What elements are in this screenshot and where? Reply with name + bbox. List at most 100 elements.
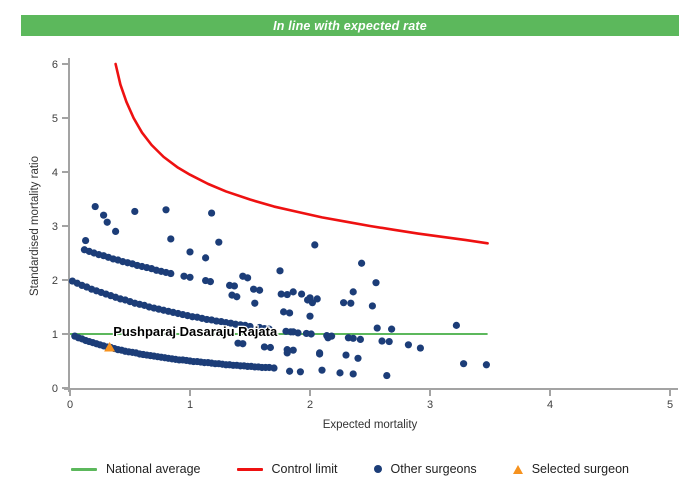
surgeon-point	[354, 354, 362, 362]
surgeon-point	[286, 309, 294, 317]
surgeon-point	[289, 288, 297, 296]
surgeon-point	[482, 361, 490, 369]
status-banner: In line with expected rate	[21, 15, 679, 36]
surgeon-point	[100, 211, 108, 219]
surgeon-name-label: Pushparaj Dasaraju Rajata	[113, 324, 278, 339]
surgeon-point	[250, 285, 258, 293]
y-tick-label: 0	[52, 383, 58, 395]
surgeon-point	[180, 272, 188, 280]
surgeon-point	[460, 360, 468, 368]
surgeon-point	[230, 282, 238, 290]
surgeon-point	[82, 236, 90, 245]
surgeon-point	[266, 343, 274, 352]
surgeon-point	[373, 324, 381, 332]
surgeon-point	[378, 337, 386, 345]
surgeon-point	[167, 235, 175, 243]
surgeon-point	[349, 334, 357, 342]
y-tick-label: 2	[52, 275, 58, 287]
surgeon-point	[246, 322, 254, 331]
surgeon-point	[349, 370, 357, 378]
y-tick-label: 3	[52, 221, 58, 233]
legend-label: Control limit	[271, 462, 338, 476]
x-tick-label: 1	[187, 399, 193, 411]
surgeon-point	[239, 340, 247, 348]
y-tick-label: 4	[52, 167, 58, 179]
x-tick-label: 3	[427, 399, 433, 411]
surgeon-point	[215, 238, 223, 246]
control-limit-line-icon	[236, 467, 263, 471]
surgeon-point	[103, 218, 111, 226]
surgeon-point	[265, 325, 273, 333]
control-limit-curve	[114, 62, 489, 245]
legend-item-selected-surgeon: Selected surgeon	[512, 462, 629, 476]
surgeon-point	[307, 330, 315, 338]
legend-item-other-surgeons: Other surgeons	[373, 462, 477, 476]
surgeon-point	[202, 254, 210, 262]
selected-surgeon-triangle-icon	[512, 464, 523, 474]
chart-legend: National average Control limit Other sur…	[0, 456, 700, 482]
surgeon-point	[186, 248, 194, 256]
surgeon-point	[298, 290, 306, 298]
surgeon-point	[276, 267, 284, 275]
surgeon-point	[383, 371, 391, 380]
surgeon-point	[385, 337, 393, 346]
status-banner-text: In line with expected rate	[273, 18, 427, 33]
surgeon-point	[311, 241, 319, 249]
surgeon-point	[167, 269, 175, 278]
surgeon-point	[208, 209, 216, 217]
surgeon-point	[358, 259, 366, 267]
surgeon-point	[347, 299, 355, 307]
surgeon-point	[289, 346, 297, 354]
surgeon-point	[318, 366, 326, 374]
national-average-line-icon	[71, 467, 97, 471]
y-tick-label: 5	[52, 113, 58, 125]
surgeon-point	[283, 290, 291, 299]
x-tick-label: 2	[307, 399, 313, 411]
surgeon-point	[452, 321, 460, 329]
funnel-plot-chart: 0 1 2 3 4 5 6 0 1 2 3 4 5 Expected mortality Standardi…	[29, 58, 678, 431]
surgeon-point	[233, 293, 241, 301]
surgeon-point	[388, 325, 396, 333]
surgeon-point	[306, 312, 314, 320]
surgeon-point	[349, 288, 357, 296]
surgeon-point	[206, 278, 214, 286]
surgeon-point	[112, 227, 120, 235]
surgeon-point	[316, 350, 324, 358]
legend-label: Other surgeons	[390, 462, 477, 476]
y-axis-title: Standardised mortality ratio	[29, 156, 41, 296]
y-tick-label: 6	[52, 59, 58, 71]
surgeon-point	[260, 343, 268, 351]
x-axis-title: Expected mortality	[323, 419, 418, 431]
surgeon-point	[286, 367, 294, 375]
legend-label: National average	[106, 462, 201, 476]
legend-item-control-limit: Control limit	[236, 462, 338, 476]
surgeon-point	[368, 302, 376, 310]
x-tick-label: 4	[547, 399, 553, 411]
surgeon-point	[131, 207, 139, 216]
surgeon-point	[404, 341, 412, 349]
selected-surgeon-marker	[104, 342, 116, 352]
x-tick-label: 5	[667, 399, 673, 411]
x-tick-label: 0	[67, 399, 73, 411]
surgeon-point	[251, 299, 259, 307]
surgeon-point	[416, 344, 424, 352]
surgeon-point	[324, 334, 332, 342]
other-surgeons-points	[68, 202, 490, 380]
surgeon-point	[294, 329, 302, 337]
legend-label: Selected surgeon	[531, 462, 629, 476]
surgeon-point	[336, 369, 344, 377]
legend-item-national-average: National average	[71, 462, 201, 476]
surgeon-point	[91, 202, 99, 211]
surgeon-point	[277, 290, 285, 298]
surgeon-point	[162, 206, 170, 214]
surgeon-point	[280, 308, 288, 316]
surgeon-point	[308, 299, 316, 307]
surgeon-point	[244, 274, 252, 282]
axes: 0 1 2 3 4 5 6 0 1 2 3 4 5 Expected mortality Standardi…	[29, 58, 678, 431]
surgeon-point	[356, 335, 364, 343]
surgeon-point	[270, 364, 278, 372]
surgeon-point	[296, 368, 304, 376]
surgeon-point	[340, 299, 348, 307]
other-surgeons-dot-icon	[373, 465, 382, 473]
